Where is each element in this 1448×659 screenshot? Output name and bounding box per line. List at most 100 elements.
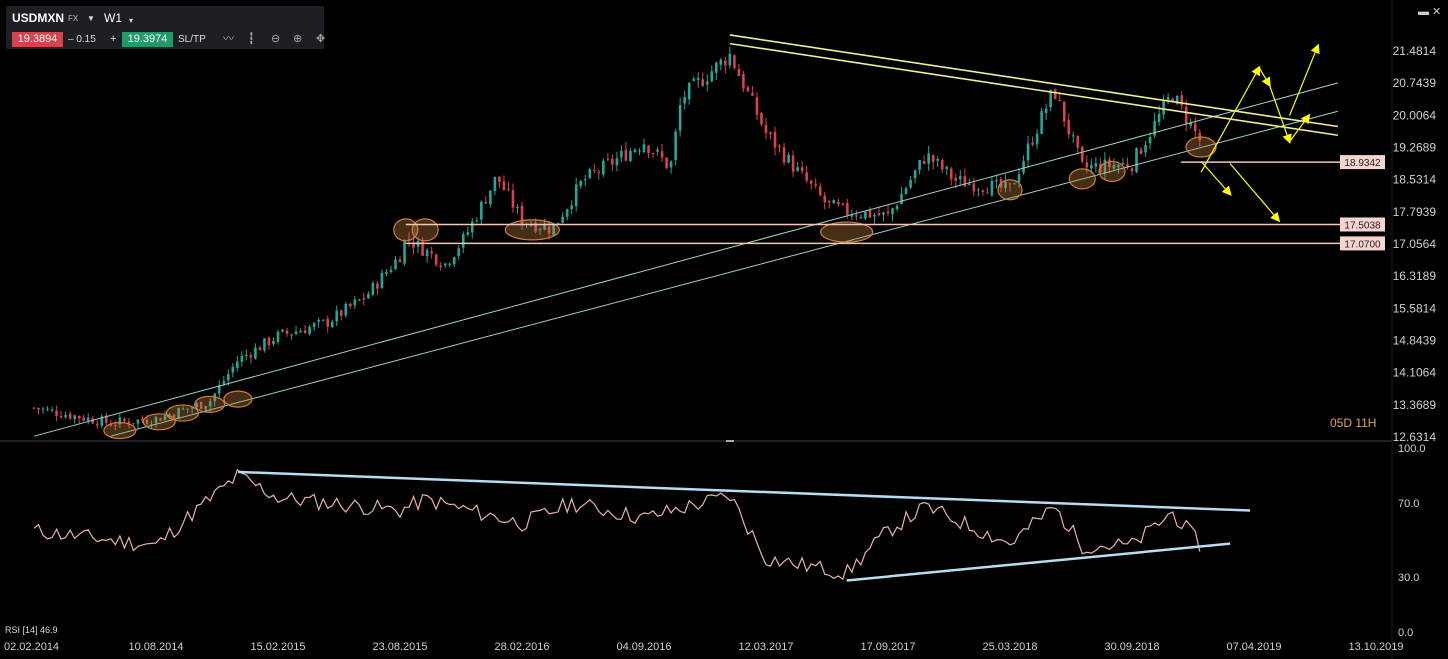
window-controls-icon[interactable]: ▬ ✕ <box>1418 6 1442 18</box>
bear-candle <box>1139 146 1143 155</box>
bear-candle <box>949 166 953 186</box>
bull-candle <box>574 177 578 212</box>
bear-candle <box>123 417 126 424</box>
buy-price-button[interactable]: 19.3974 <box>122 32 173 47</box>
candle-body <box>389 269 393 273</box>
candle-body <box>245 354 248 356</box>
candle-body <box>1112 165 1116 169</box>
symbol-label[interactable]: USDMXN <box>12 11 65 25</box>
sltp-button[interactable]: SL/TP <box>178 34 206 45</box>
candle-body <box>267 337 271 346</box>
candle-body <box>430 251 433 254</box>
bull-candle <box>705 74 709 92</box>
bear-candle <box>755 92 759 121</box>
candle-body <box>1144 145 1147 153</box>
bear-candle <box>398 256 402 263</box>
bull-candle <box>231 363 235 378</box>
candle-body <box>945 166 949 170</box>
candle-body <box>565 209 569 217</box>
candle-body <box>421 241 424 256</box>
candle-body <box>597 171 601 173</box>
candle-body <box>1153 120 1156 136</box>
candle-body <box>836 201 840 205</box>
candle-body <box>963 176 967 187</box>
bear-candle <box>931 154 935 170</box>
candle-body <box>114 424 117 426</box>
bear-candle <box>751 85 754 97</box>
bull-candle <box>136 419 140 430</box>
candle-body <box>222 381 226 384</box>
bull-candle <box>990 175 994 197</box>
symbol-dropdown-icon[interactable]: ▼ <box>87 14 95 23</box>
rsi-indicator-label[interactable]: RSI [14] 46.9 <box>5 625 58 635</box>
candles <box>32 46 1202 431</box>
candle-body <box>642 144 646 152</box>
bull-candle <box>565 208 569 221</box>
zoom-in-icon[interactable]: ⊕ <box>293 33 303 45</box>
candle-body <box>633 149 637 152</box>
candle-body <box>877 213 881 216</box>
price-tick-label: 17.0564 <box>1393 237 1437 251</box>
bear-candle <box>724 56 727 74</box>
candle-body <box>737 69 741 76</box>
candle-body <box>1117 165 1120 168</box>
bull-candle <box>687 82 691 105</box>
bull-candle <box>321 319 325 322</box>
scenario-arrow <box>1288 43 1320 116</box>
price-level-tag <box>1340 217 1385 232</box>
candle-body <box>466 232 470 235</box>
highlight-ellipse <box>1068 168 1096 190</box>
price-tick-label: 12.6314 <box>1393 430 1437 444</box>
price-levels: 18.9342 17.5038 17.0700 <box>405 155 1385 251</box>
bull-candle <box>864 211 867 220</box>
candle-body <box>123 418 126 422</box>
candle-body <box>484 201 488 204</box>
candle-body <box>195 403 198 408</box>
candle-body <box>127 421 131 425</box>
spread-change-label: – 0.15 <box>68 34 96 45</box>
candle-body <box>782 147 786 163</box>
bull-candle <box>425 247 429 263</box>
bear-candle <box>972 177 976 197</box>
bull-candle <box>692 76 696 82</box>
bull-candle <box>217 380 221 398</box>
price-level-label: 17.5038 <box>1344 220 1381 231</box>
candle-body <box>742 74 745 89</box>
candle-body <box>769 132 772 134</box>
candle-body <box>728 53 732 66</box>
candle-body <box>380 272 384 289</box>
bull-candle <box>873 212 876 224</box>
candle-body <box>348 303 352 307</box>
candle-body <box>954 177 958 181</box>
line-chart-icon[interactable]: 〰 <box>223 33 234 45</box>
candle-body <box>986 192 989 194</box>
candle-icon[interactable]: ┇ <box>248 33 255 45</box>
candle-body <box>696 78 700 80</box>
bull-candle <box>832 199 836 204</box>
candle-body <box>1008 183 1012 185</box>
bull-candle <box>150 420 153 429</box>
candle-body <box>281 329 284 332</box>
bear-candle <box>954 173 958 189</box>
bear-candle <box>814 177 818 189</box>
bull-candle <box>882 211 885 222</box>
price-tick-label: 14.1064 <box>1393 366 1437 380</box>
candle-body <box>1139 149 1143 154</box>
timeframe-label[interactable]: W1 <box>104 11 122 25</box>
candle-body <box>751 92 754 96</box>
candle-body <box>972 183 976 192</box>
candle-body <box>1067 120 1071 135</box>
bull-candle <box>276 329 280 345</box>
candle-body <box>809 180 813 184</box>
candle-body <box>1085 162 1089 168</box>
bear-candle <box>981 189 985 196</box>
move-icon[interactable]: ✥ <box>316 33 326 45</box>
candle-body <box>95 423 99 426</box>
candle-body <box>118 417 122 425</box>
sell-price-button[interactable]: 19.3894 <box>12 32 63 47</box>
zoom-out-icon[interactable]: ⊖ <box>271 33 281 45</box>
candle-body <box>86 417 90 421</box>
timeframe-dropdown-icon[interactable]: ▾ <box>129 16 134 25</box>
bear-candle <box>32 407 36 410</box>
